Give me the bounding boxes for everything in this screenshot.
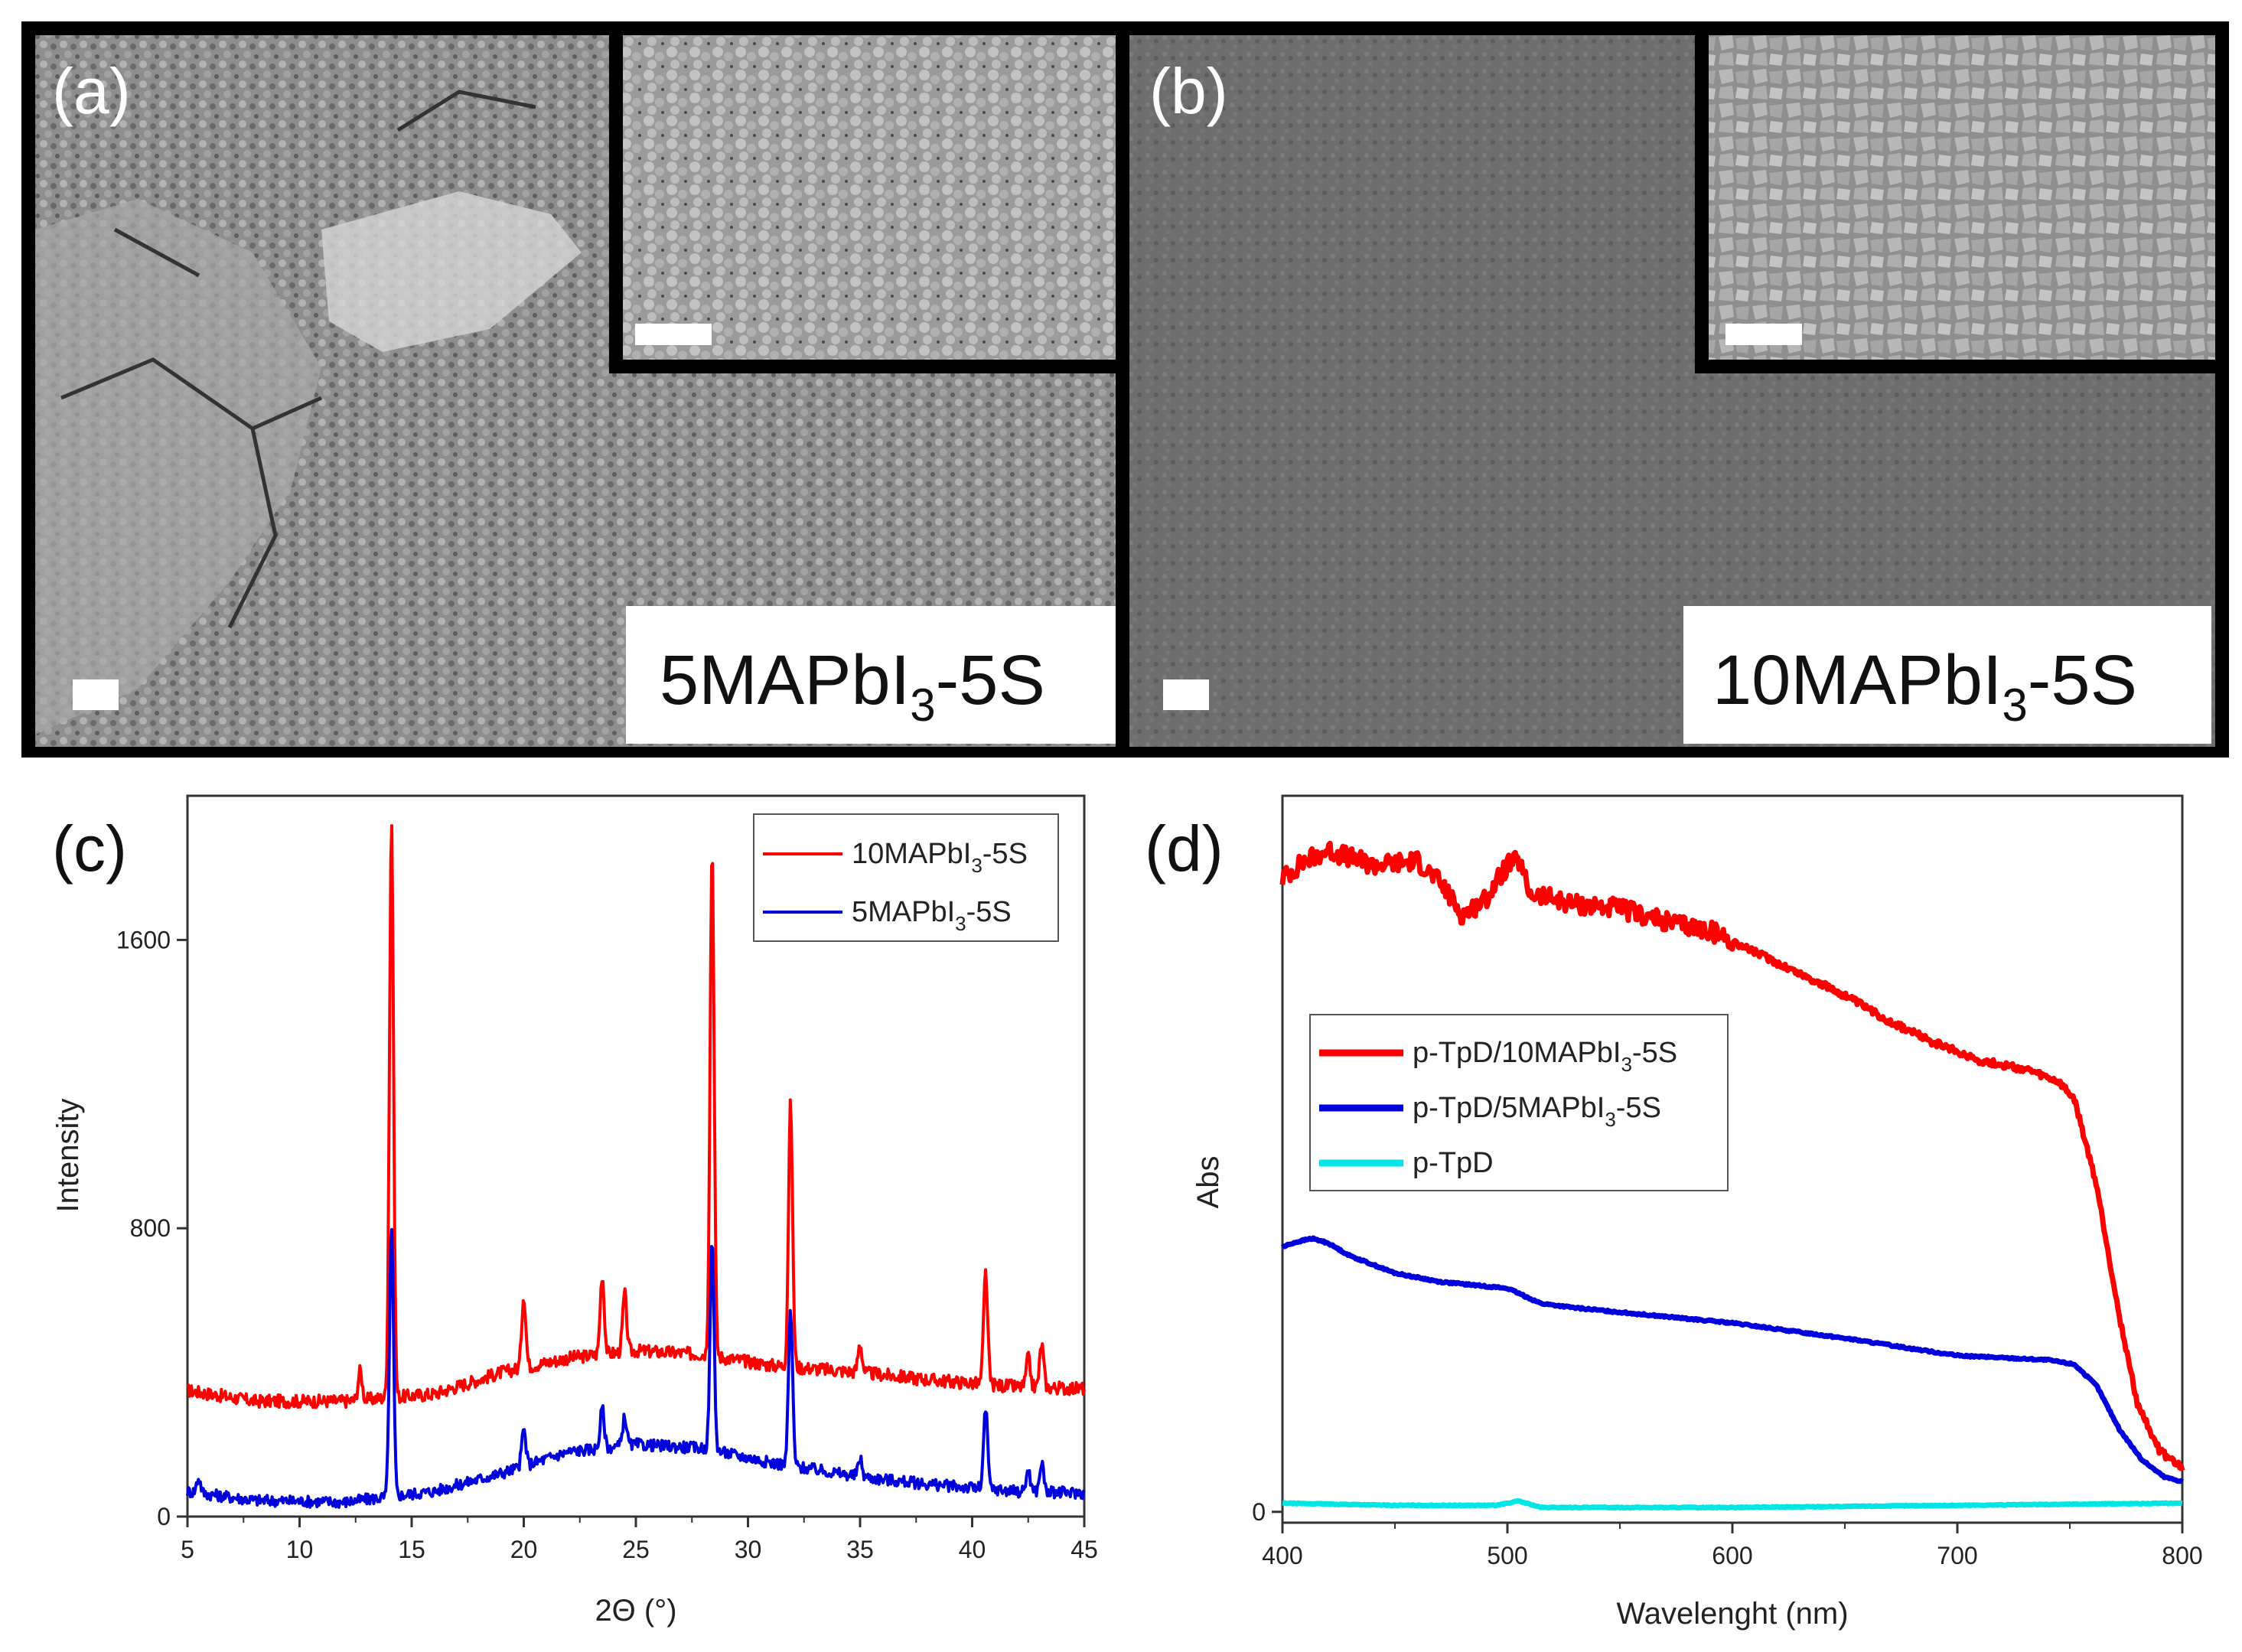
chart-c-legend-tail: -5S bbox=[966, 896, 1012, 928]
panel-b-label: (b) bbox=[1149, 55, 1228, 127]
panel-b-sample-label: 10MAPbI3-5S bbox=[1712, 641, 2137, 731]
chart-c-legend-label: 10MAPbI3-5S bbox=[852, 838, 1028, 877]
chart-c-legend-sub: 3 bbox=[955, 912, 966, 935]
chart-d-legend-label: p-TpD/5MAPbI3-5S bbox=[1413, 1092, 1661, 1131]
panel-a-sample-main: 5MAPbI bbox=[660, 641, 910, 719]
panel-a-sample-label: 5MAPbI3-5S bbox=[660, 641, 1045, 731]
chart-c-y-axis-title: Intensity bbox=[51, 1099, 85, 1213]
chart-d-x-tick-label: 700 bbox=[1937, 1542, 1977, 1569]
panel-a-smooth-region bbox=[35, 199, 321, 735]
chart-d-series-line-1 bbox=[1280, 1235, 2185, 1484]
chart-d-series-line-2 bbox=[1281, 1497, 2184, 1511]
panel-a-sample-label-box bbox=[626, 606, 1116, 744]
chart-d-legend-main: p-TpD bbox=[1413, 1147, 1494, 1179]
chart-d-x-tick-label: 500 bbox=[1487, 1542, 1527, 1569]
chart-c-y-tick-label: 0 bbox=[157, 1503, 171, 1530]
chart-d-legend-main: p-TpD/10MAPbI bbox=[1413, 1037, 1621, 1069]
chart-c-panel-label: (c) bbox=[52, 813, 127, 885]
chart-c-legend-sub: 3 bbox=[971, 854, 982, 877]
chart-d-series-layer bbox=[1279, 840, 2185, 1511]
chart-d-legend-label: p-TpD bbox=[1413, 1147, 1494, 1179]
chart-c-legend-tail: -5S bbox=[983, 838, 1028, 870]
chart-d-x-tick-label: 800 bbox=[2162, 1542, 2202, 1569]
chart-c-x-tick-label: 25 bbox=[622, 1536, 650, 1563]
chart-d-y-tick-label: 0 bbox=[1252, 1498, 1266, 1526]
chart-d-legend-tail: -5S bbox=[1632, 1037, 1677, 1069]
panel-b-inset-scalebar bbox=[1725, 324, 1802, 345]
chart-c-x-axis-title: 2Θ (°) bbox=[595, 1594, 676, 1628]
panel-a-sample-sub: 3 bbox=[910, 679, 935, 731]
chart-c-legend-label: 5MAPbI3-5S bbox=[852, 896, 1012, 935]
chart-d-axes-layer: 400 500 600 700 800 0 bbox=[1252, 1498, 2202, 1569]
chart-c-x-tick-label: 5 bbox=[181, 1536, 194, 1563]
chart-c-series-line-1 bbox=[186, 1227, 1086, 1509]
chart-d-legend-sub: 3 bbox=[1605, 1108, 1615, 1131]
chart-d-legend-label: p-TpD/10MAPbI3-5S bbox=[1413, 1037, 1677, 1076]
panel-b-sample-main: 10MAPbI bbox=[1712, 641, 2002, 719]
chart-d-x-tick-label: 400 bbox=[1262, 1542, 1302, 1569]
chart-c-y-tick-label: 800 bbox=[130, 1214, 171, 1242]
panel-a-sample-tail: -5S bbox=[936, 641, 1045, 719]
panel-b-sample-sub: 3 bbox=[2002, 679, 2027, 731]
chart-c-legend-main: 5MAPbI bbox=[852, 896, 955, 928]
panel-b-inset-image bbox=[1709, 35, 2215, 360]
chart-c-axes-layer: 5 10 15 20 25 30 35 40 45 0 800 1600 bbox=[116, 926, 1098, 1563]
chart-c-series-line-0 bbox=[187, 824, 1086, 1409]
chart-c-series-layer bbox=[186, 824, 1086, 1509]
chart-c-x-tick-label: 40 bbox=[959, 1536, 986, 1563]
panel-a-inset-image bbox=[623, 35, 1123, 360]
panel-a-label: (a) bbox=[52, 55, 131, 127]
panel-b: (b) 10MAPbI3-5S bbox=[1116, 21, 2229, 758]
chart-d-legend-main: p-TpD/5MAPbI bbox=[1413, 1092, 1605, 1124]
panel-b-sample-label-box bbox=[1683, 606, 2211, 744]
chart-c-x-tick-label: 35 bbox=[846, 1536, 874, 1563]
chart-d-legend: p-TpD/10MAPbI3-5Sp-TpD/5MAPbI3-5Sp-TpD bbox=[1309, 1014, 1729, 1191]
panel-a-bright-region bbox=[321, 191, 582, 352]
chart-c-x-tick-label: 30 bbox=[735, 1536, 762, 1563]
chart-d: (d) 400 500 600 700 800 0 Wavelenght (nm) Abs… bbox=[1145, 794, 2203, 1631]
panel-b-scalebar bbox=[1163, 679, 1209, 710]
chart-c: (c) 5 10 15 20 25 30 35 40 45 0 800 1600 2Θ (°) Int… bbox=[51, 794, 1098, 1628]
chart-c-y-tick-label: 1600 bbox=[116, 926, 171, 953]
chart-c-x-tick-label: 15 bbox=[398, 1536, 425, 1563]
chart-d-legend-tail: -5S bbox=[1616, 1092, 1661, 1124]
panel-a: (a) 5MAPbI3-5S bbox=[21, 21, 1137, 758]
chart-d-y-axis-title: Abs bbox=[1191, 1156, 1225, 1209]
chart-d-legend-sub: 3 bbox=[1621, 1053, 1631, 1076]
chart-d-panel-label: (d) bbox=[1145, 813, 1224, 885]
chart-c-x-tick-label: 20 bbox=[510, 1536, 538, 1563]
panel-a-crack bbox=[60, 90, 536, 629]
panel-b-sample-tail: -5S bbox=[2028, 641, 2137, 719]
chart-c-x-tick-label: 10 bbox=[286, 1536, 314, 1563]
chart-d-x-axis-title: Wavelenght (nm) bbox=[1616, 1597, 1848, 1631]
chart-d-x-tick-label: 600 bbox=[1712, 1542, 1752, 1569]
panel-a-scalebar bbox=[73, 679, 119, 710]
panel-a-inset-scalebar bbox=[635, 324, 712, 345]
chart-c-legend-main: 10MAPbI bbox=[852, 838, 971, 870]
chart-c-legend-box bbox=[753, 813, 1059, 942]
chart-d-series-line-0 bbox=[1279, 840, 2185, 1471]
chart-c-x-tick-label: 45 bbox=[1070, 1536, 1098, 1563]
